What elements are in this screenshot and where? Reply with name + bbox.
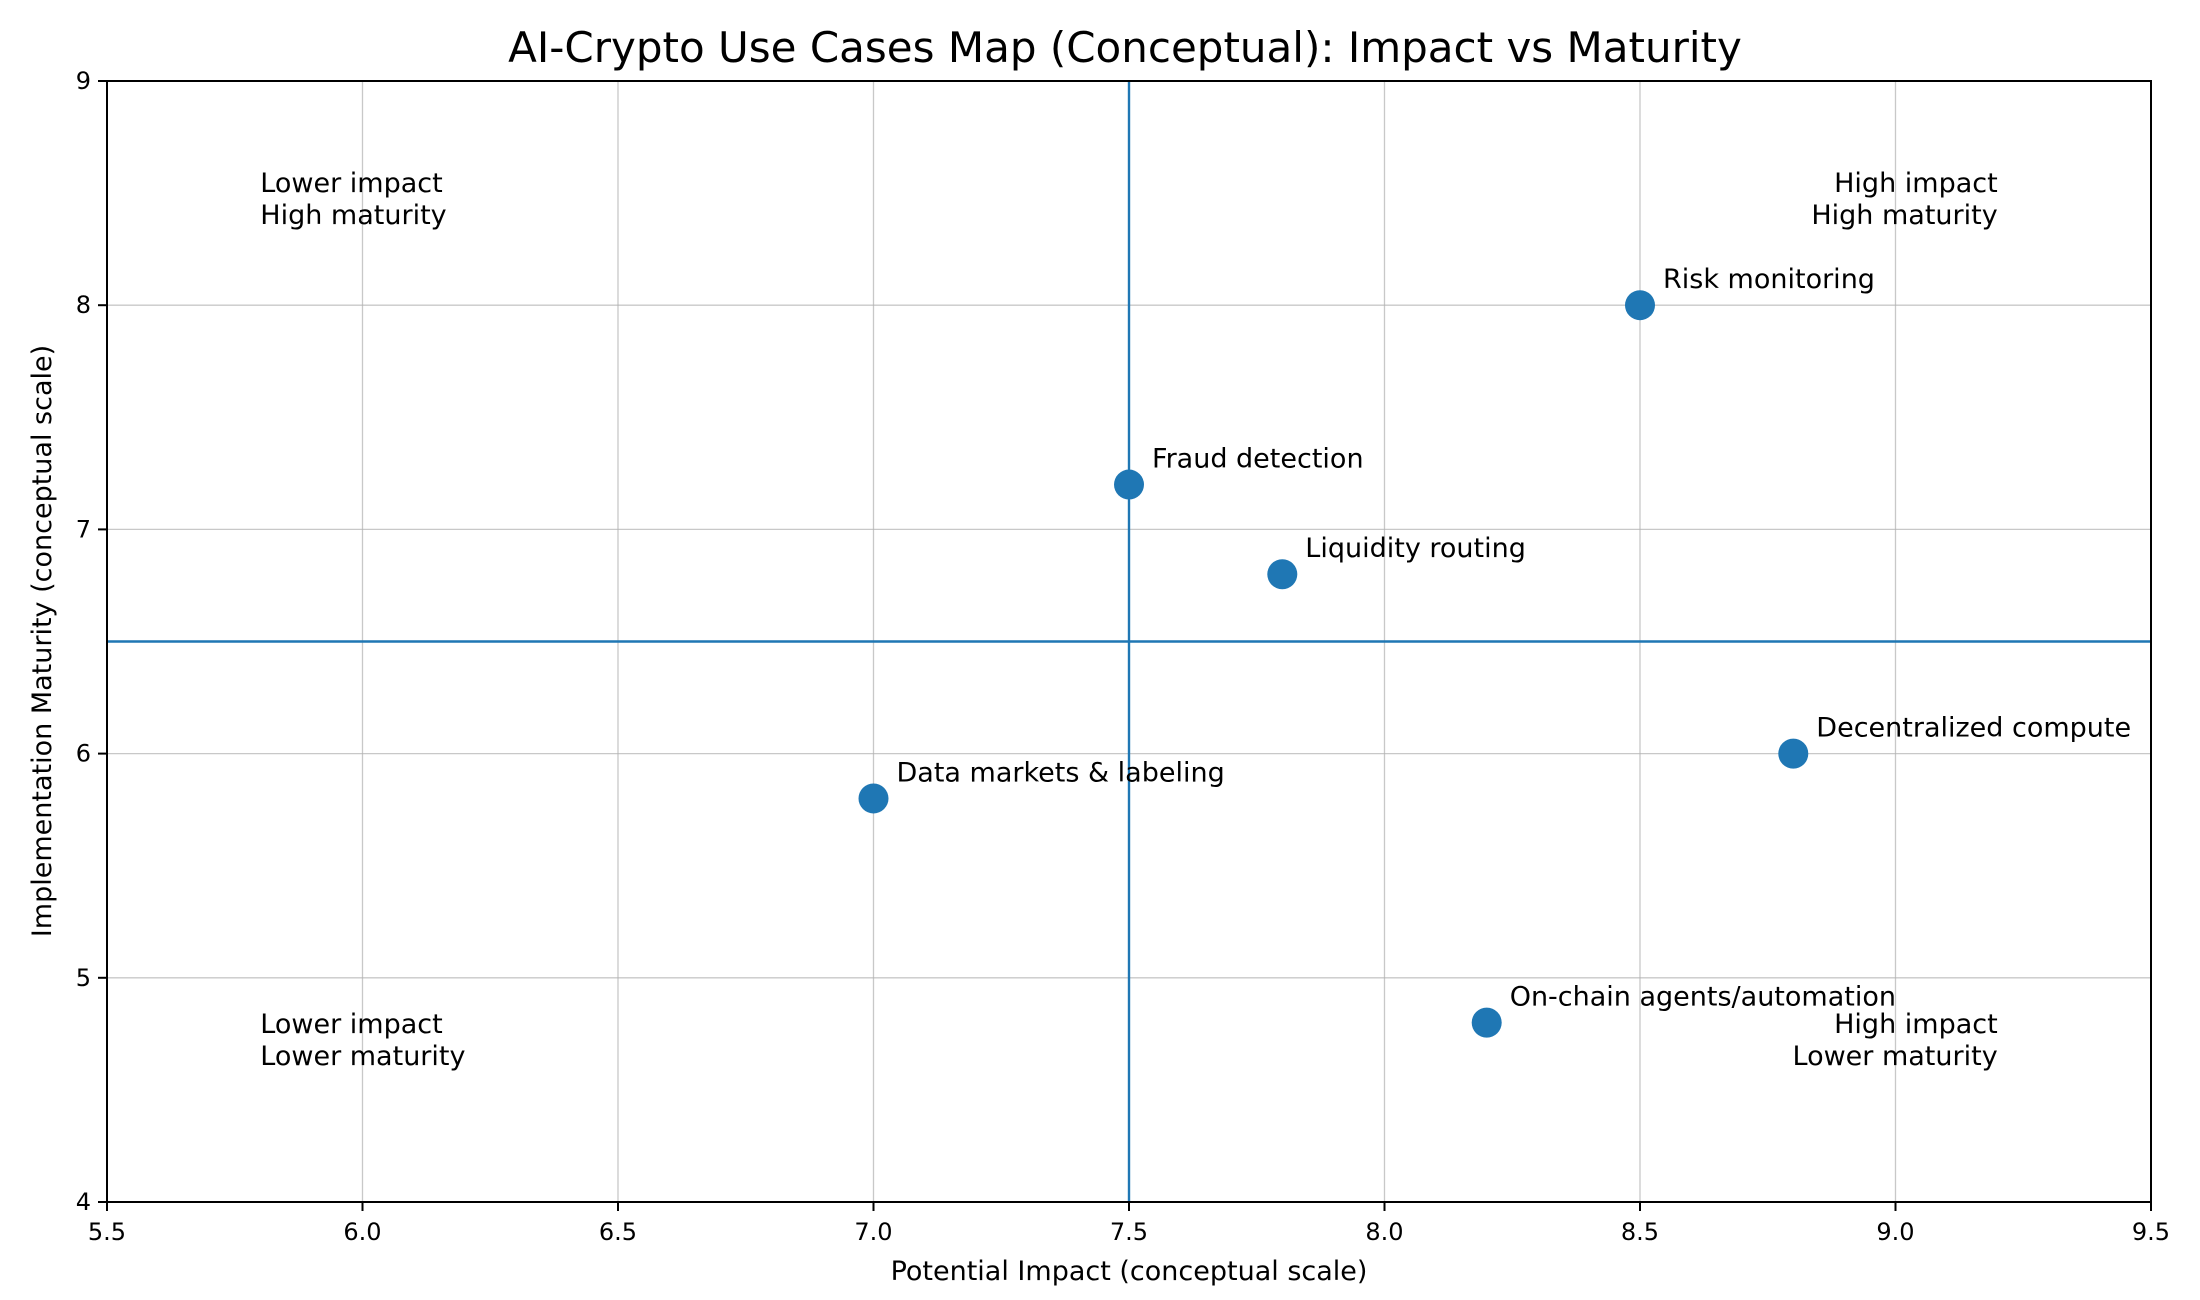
data-points: Risk monitoring Fraud detection Liquidity … bbox=[858, 264, 2131, 1038]
x-tick-label: 9.0 bbox=[1876, 1218, 1914, 1246]
quadrant-label: High impact Lower maturity bbox=[1793, 1009, 1998, 1072]
x-tick-label: 9.5 bbox=[2132, 1218, 2170, 1246]
x-tick-label: 6.5 bbox=[599, 1218, 637, 1246]
x-tick-label: 7.0 bbox=[854, 1218, 892, 1246]
axis-ticks: 5.5 6.0 6.5 7.0 7.5 8.0 8.5 9.0 9.5 4 5 6 7 8 9 bbox=[76, 67, 2170, 1246]
data-point bbox=[1778, 738, 1809, 769]
x-tick-label: 8.0 bbox=[1365, 1218, 1403, 1246]
x-tick-label: 8.5 bbox=[1621, 1218, 1659, 1246]
y-axis-label: Implementation Maturity (conceptual scal… bbox=[27, 345, 58, 937]
point-label: Risk monitoring bbox=[1663, 264, 1875, 295]
data-point bbox=[1625, 290, 1655, 321]
data-point bbox=[1267, 559, 1298, 590]
x-axis-label: Potential Impact (conceptual scale) bbox=[891, 1256, 1368, 1287]
y-tick-label: 5 bbox=[76, 964, 91, 992]
data-point bbox=[858, 783, 889, 814]
y-tick-label: 4 bbox=[76, 1188, 91, 1216]
quadrant-label: Lower impact Lower maturity bbox=[260, 1009, 465, 1072]
point-label: Liquidity routing bbox=[1305, 533, 1526, 564]
chart-title: AI-Crypto Use Cases Map (Conceptual): Im… bbox=[508, 23, 1742, 72]
y-tick-label: 9 bbox=[76, 67, 91, 95]
x-tick-label: 5.5 bbox=[88, 1218, 126, 1246]
quadrant-label: High impact High maturity bbox=[1811, 168, 1997, 231]
data-point bbox=[1471, 1007, 1502, 1038]
quadrant-labels: Lower impact High maturity High impact High… bbox=[260, 168, 1997, 1072]
point-label: Fraud detection bbox=[1152, 444, 1364, 475]
y-tick-label: 6 bbox=[76, 740, 91, 768]
point-label: On-chain agents/automation bbox=[1510, 982, 1896, 1013]
data-point bbox=[1114, 469, 1144, 500]
y-tick-label: 8 bbox=[76, 291, 91, 319]
x-tick-label: 7.5 bbox=[1110, 1218, 1148, 1246]
x-tick-label: 6.0 bbox=[343, 1218, 381, 1246]
quadrant-label: Lower impact High maturity bbox=[260, 168, 446, 231]
reference-lines bbox=[107, 81, 2151, 1202]
point-label: Decentralized compute bbox=[1816, 713, 2131, 744]
y-tick-label: 7 bbox=[76, 515, 91, 543]
point-label: Data markets & labeling bbox=[897, 757, 1225, 788]
